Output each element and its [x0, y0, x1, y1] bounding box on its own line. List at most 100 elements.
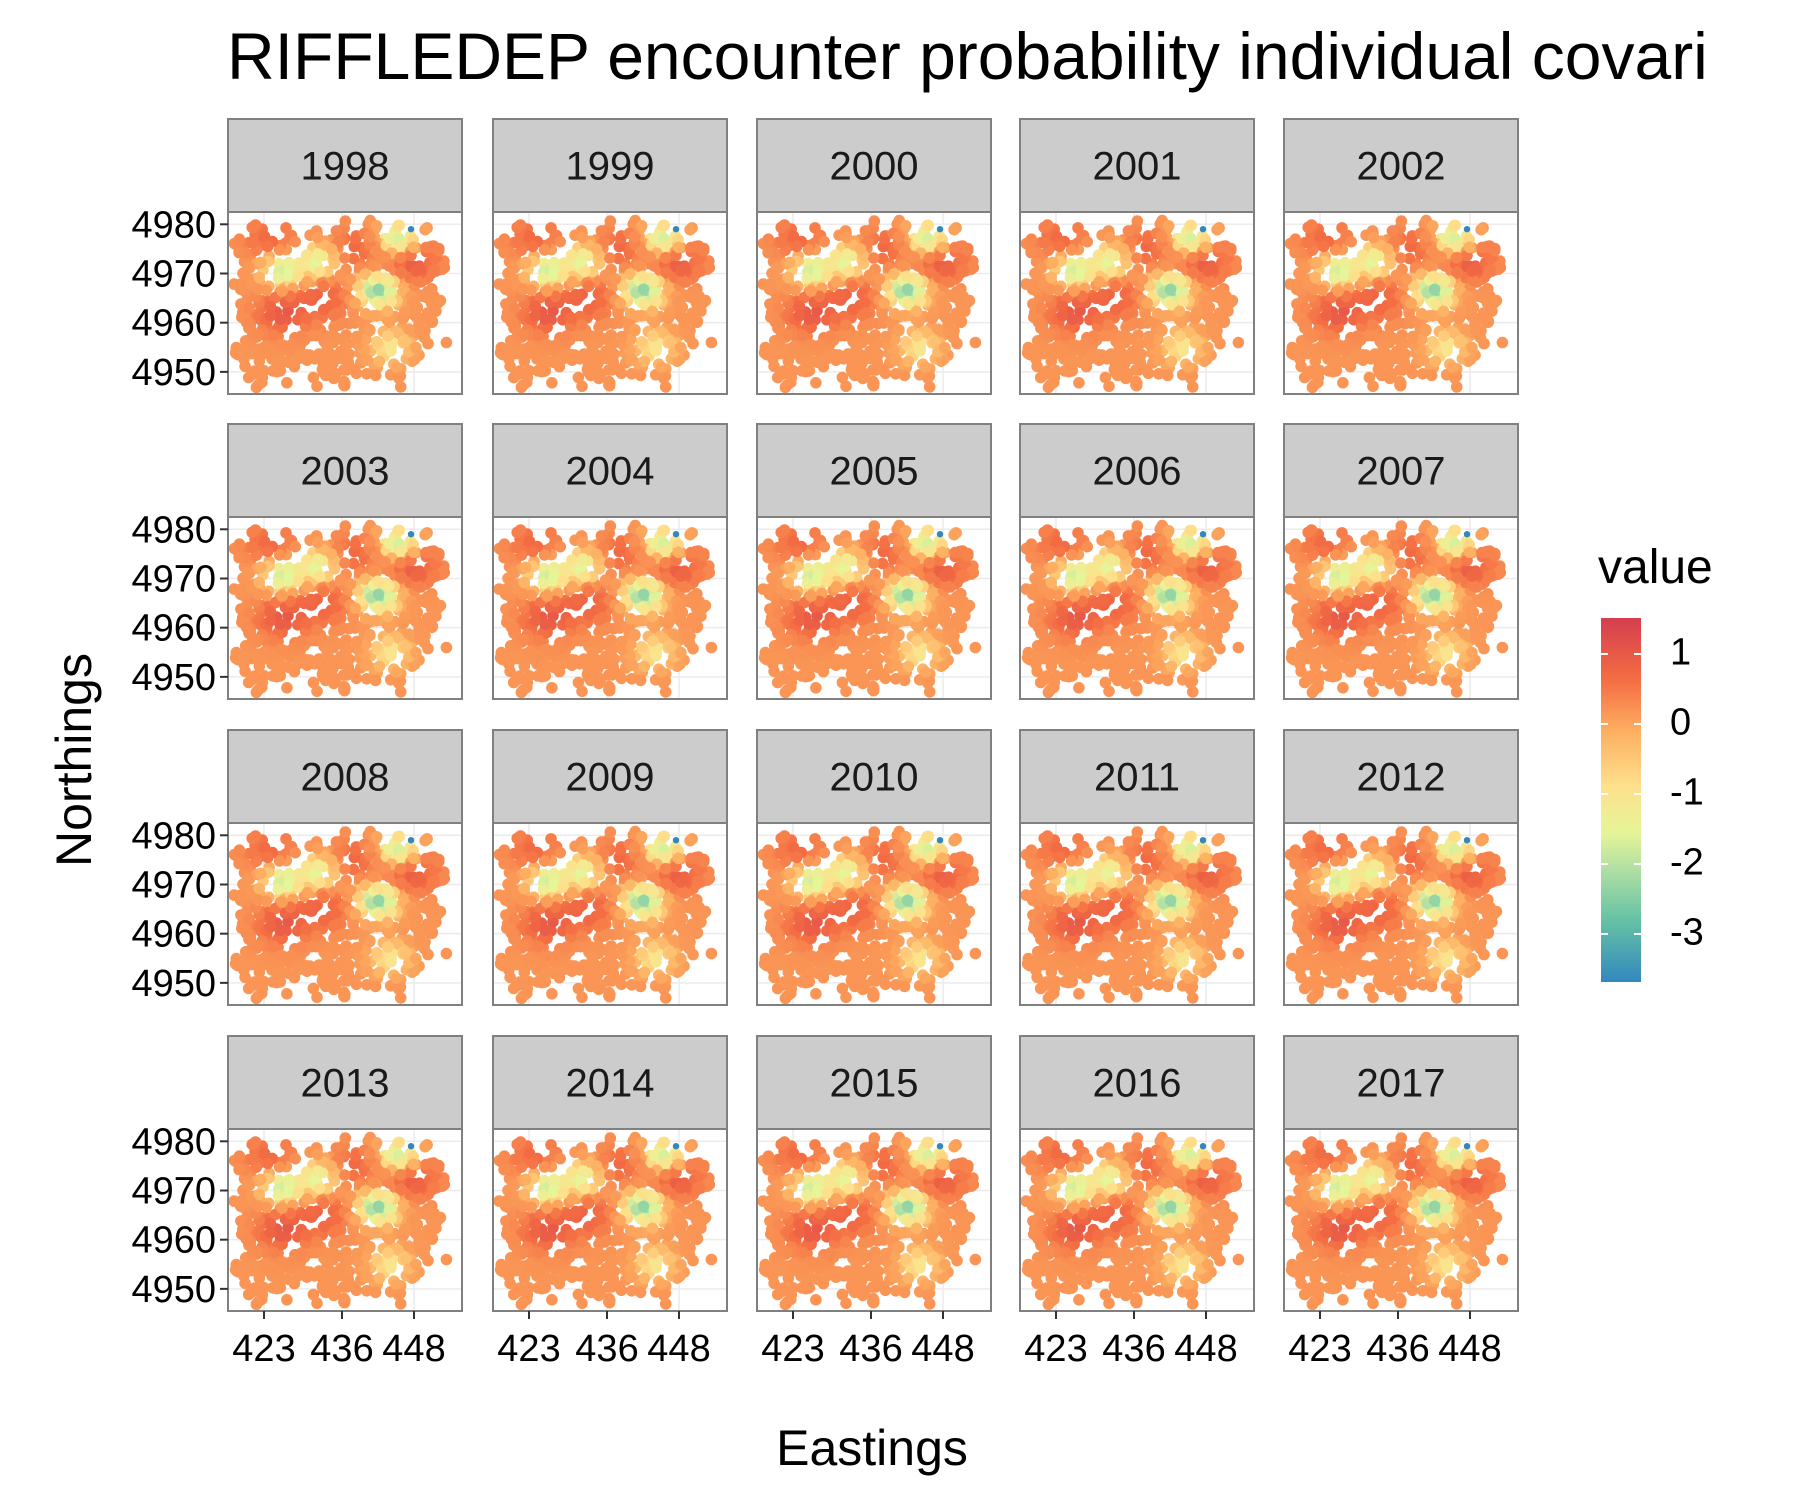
data-point [529, 309, 542, 322]
data-point [674, 295, 686, 307]
data-point [259, 645, 271, 658]
data-point [1332, 355, 1345, 368]
data-point [329, 297, 342, 309]
data-point [535, 670, 548, 683]
data-point [300, 312, 312, 324]
data-point [1119, 329, 1132, 342]
data-point [1356, 312, 1368, 324]
data-point [493, 583, 505, 595]
data-point [392, 524, 404, 537]
data-point [595, 225, 608, 237]
y-tick-label: 4950 [131, 352, 216, 394]
data-point [1427, 270, 1440, 283]
data-point [517, 379, 529, 391]
data-point [270, 670, 283, 683]
data-point [1143, 330, 1155, 343]
data-point [566, 581, 579, 593]
data-point [650, 650, 662, 662]
data-point [799, 365, 812, 378]
data-point [379, 556, 391, 568]
data-point [672, 226, 680, 233]
data-point [252, 283, 264, 296]
data-point [900, 270, 913, 283]
data-point [647, 635, 659, 647]
data-point [524, 340, 536, 353]
data-point [615, 367, 628, 380]
data-point [1386, 225, 1399, 237]
data-point [570, 593, 582, 606]
y-tick-label: 4960 [131, 303, 216, 345]
data-point [371, 575, 384, 588]
data-point [675, 646, 687, 659]
data-point [344, 578, 357, 590]
data-point [330, 225, 343, 237]
data-point [911, 330, 923, 342]
data-point [1459, 323, 1471, 336]
data-point [841, 248, 853, 260]
data-point [616, 635, 628, 648]
data-point [418, 636, 431, 649]
data-point [684, 528, 696, 541]
data-point [948, 223, 960, 236]
data-point [579, 570, 591, 583]
data-point [603, 680, 615, 693]
data-point [532, 329, 545, 342]
data-point [1199, 226, 1207, 233]
data-point [518, 271, 530, 284]
data-point [1038, 347, 1050, 360]
data-point [1068, 285, 1080, 297]
data-point [426, 315, 439, 328]
data-point [359, 308, 372, 320]
data-point [596, 612, 609, 624]
data-point [253, 576, 265, 589]
data-point [412, 580, 424, 592]
data-point [936, 241, 949, 254]
data-point [314, 570, 326, 583]
data-point [655, 666, 668, 679]
data-point [699, 294, 712, 307]
data-point [566, 276, 579, 288]
data-point [1059, 329, 1072, 342]
data-point [805, 355, 818, 368]
data-point [1368, 248, 1380, 260]
data-point [1482, 315, 1495, 328]
data-point [370, 641, 383, 653]
data-point [778, 219, 791, 231]
data-point [1463, 241, 1476, 254]
facet-panel-2005: 2005 [756, 423, 992, 700]
data-point [1367, 231, 1380, 244]
data-point [1135, 348, 1148, 361]
data-point [1120, 372, 1132, 385]
data-point [1441, 295, 1453, 308]
data-point [1345, 235, 1357, 248]
data-point [249, 219, 262, 231]
data-point [1046, 256, 1059, 269]
data-point [805, 285, 817, 297]
data-point [1417, 354, 1429, 366]
data-point [636, 270, 649, 283]
data-point [413, 262, 426, 275]
data-point [370, 220, 383, 232]
data-point [771, 316, 783, 329]
data-point [560, 330, 573, 342]
data-point [947, 331, 960, 344]
data-point [276, 285, 288, 297]
data-point [590, 243, 603, 255]
data-point [1104, 248, 1116, 260]
data-point [1407, 330, 1419, 343]
data-point [259, 340, 271, 353]
data-point [647, 330, 659, 342]
data-point [647, 275, 660, 288]
data-point [532, 634, 545, 647]
data-point [344, 273, 357, 285]
data-point [368, 260, 380, 272]
data-point [1298, 316, 1310, 329]
data-point [327, 634, 340, 647]
data-point [243, 302, 255, 314]
data-point [659, 251, 672, 264]
data-point [1308, 379, 1320, 391]
data-point [1469, 262, 1482, 275]
data-point [683, 331, 696, 344]
data-point [1373, 280, 1386, 293]
data-point [1288, 348, 1300, 361]
